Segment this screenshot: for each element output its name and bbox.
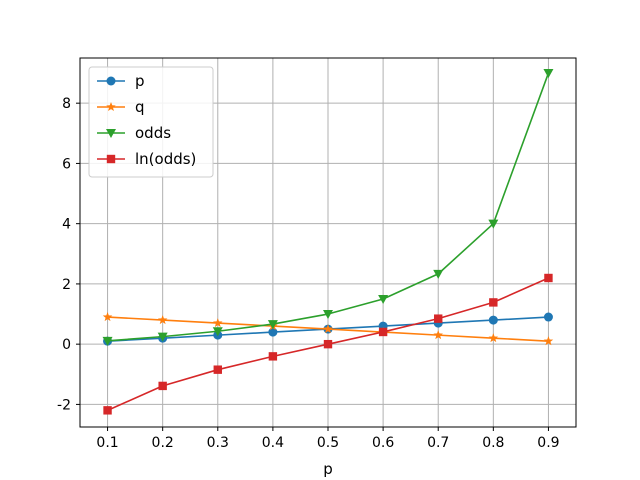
data-point [157,332,168,342]
x-tick-label: 0.9 [537,435,559,451]
legend-marker [106,102,116,112]
series-layer [102,69,554,415]
legend-marker [106,129,116,138]
data-point [488,333,499,343]
data-point [543,336,554,346]
legend-label: ln(odds) [135,150,196,168]
data-point [434,314,443,323]
data-point [323,324,333,334]
x-tick-label: 0.3 [207,435,229,451]
x-tick-label: 0.5 [317,435,339,451]
data-point [378,294,389,304]
y-axis-ticks: -2 0 2 4 6 8 [57,96,80,413]
series-3 [103,273,553,415]
data-point [213,365,222,374]
x-axis-ticks: 0.1 0.2 0.3 0.4 0.5 0.6 0.7 0.8 0.9 [96,427,560,451]
data-point [323,310,333,320]
x-tick-label: 0.2 [152,435,174,451]
data-point [267,320,278,330]
data-point [268,352,278,361]
data-point [543,69,554,79]
data-point [213,318,223,328]
data-point [488,315,498,325]
legend-label: q [135,98,145,116]
data-point [323,339,333,349]
x-tick-label: 0.8 [482,435,504,451]
data-point [158,381,167,391]
legend-entry: ln(odds) [97,150,196,168]
data-point [489,298,498,307]
data-point [433,330,443,340]
legend: pq odds ln(odds) [88,66,214,178]
x-tick-label: 0.4 [262,435,284,451]
legend-entry: odds [97,124,171,142]
legend-entry: q [97,98,145,116]
data-point [212,327,223,337]
x-axis-label: p [323,460,333,478]
x-tick-label: 0.7 [427,435,449,451]
series-2 [102,69,554,346]
data-point [543,312,553,322]
data-point [157,315,168,325]
legend-label: odds [135,124,171,142]
data-point [103,406,112,415]
y-tick-label: 8 [62,96,71,112]
legend-marker [106,76,116,86]
y-tick-label: 0 [62,337,71,353]
legend-box [88,66,214,178]
data-point [544,273,553,283]
y-tick-label: 6 [62,156,71,172]
y-tick-label: -2 [57,397,71,413]
data-point [102,336,113,346]
data-point [378,327,388,337]
legend-entry: p [97,72,145,90]
y-tick-label: 4 [62,217,71,233]
data-point [433,269,444,279]
y-tick-label: 2 [62,277,71,293]
data-point [488,219,499,229]
x-tick-label: 0.6 [372,435,394,451]
data-point [102,312,113,322]
legend-label: p [135,72,145,90]
data-point [268,327,278,337]
legend-marker [106,154,116,164]
x-tick-label: 0.1 [96,435,118,451]
